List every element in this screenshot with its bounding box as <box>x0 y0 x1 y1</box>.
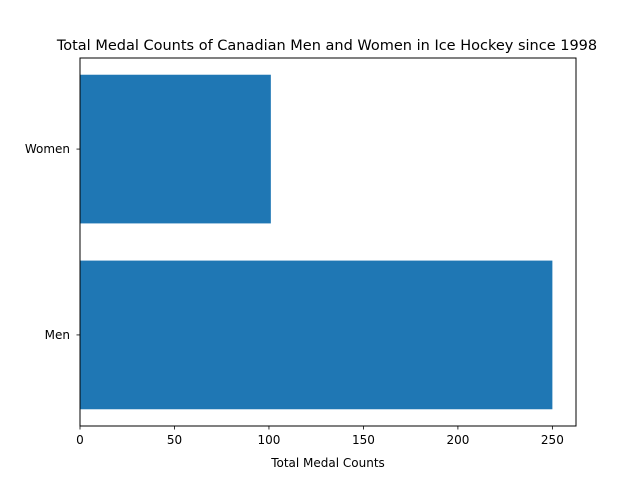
chart-title: Total Medal Counts of Canadian Men and W… <box>56 38 597 54</box>
ticks-layer: Men Women 0 50 100 150 200 250 <box>25 142 564 447</box>
y-tick-label: Women <box>25 142 70 156</box>
bars-layer <box>80 74 553 410</box>
bar-men <box>80 260 553 410</box>
bar-women <box>80 74 271 224</box>
plot-frame <box>79 57 577 427</box>
x-tick-label: 200 <box>446 433 469 447</box>
x-tick-label: 250 <box>541 433 564 447</box>
x-axis-label: Total Medal Counts <box>270 456 385 470</box>
x-tick-label: 100 <box>257 433 280 447</box>
x-tick-label: 50 <box>167 433 182 447</box>
y-tick-label: Men <box>45 328 70 342</box>
x-tick-label: 150 <box>352 433 375 447</box>
x-tick-label: 0 <box>76 433 84 447</box>
